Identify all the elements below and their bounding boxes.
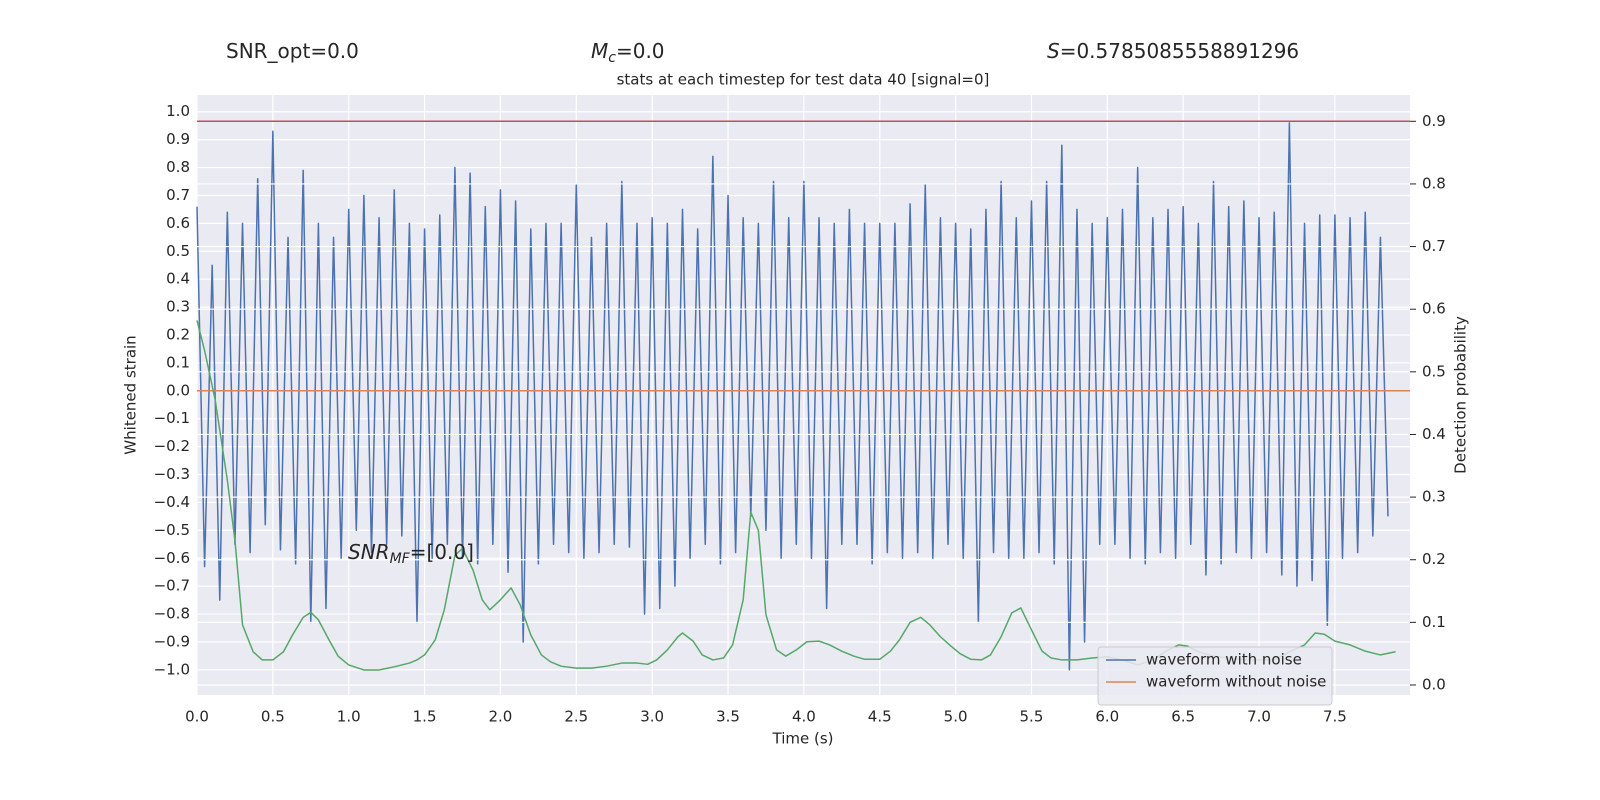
y2-tick-label: 0.7 — [1422, 237, 1446, 255]
y-tick-label: 0.3 — [166, 298, 190, 316]
legend-label: waveform without noise — [1146, 673, 1326, 691]
annotation-base: M — [591, 39, 608, 63]
x-tick-label: 2.5 — [564, 708, 588, 726]
y-tick-label: −0.2 — [154, 437, 190, 455]
y2-tick-label: 0.3 — [1422, 488, 1446, 506]
x-tick-label: 5.5 — [1020, 708, 1044, 726]
legend-box — [1097, 646, 1333, 706]
x-tick-label: 4.0 — [792, 708, 816, 726]
x-tick-label: 1.5 — [413, 708, 437, 726]
y-tick-label: −1.0 — [154, 660, 190, 678]
annotation-sub: MF — [390, 551, 411, 567]
y-tick-label: 0.2 — [166, 326, 190, 344]
y-axis-label: Whitened strain — [122, 335, 140, 454]
y2-tick-label: 0.1 — [1422, 613, 1446, 631]
annotation-suffix: =[0.0] — [410, 540, 474, 564]
y2-tick-label: 0.4 — [1422, 425, 1446, 443]
annotation: S=0.5785085558891296 — [1047, 39, 1299, 63]
x-tick-label: 3.5 — [716, 708, 740, 726]
y-tick-label: −0.7 — [154, 577, 190, 595]
annotation: Mc=0.0 — [591, 39, 665, 67]
y2-tick-label: 0.6 — [1422, 300, 1446, 318]
y-tick-label: −0.1 — [154, 409, 190, 427]
annotation-base: S — [1047, 39, 1060, 63]
y-tick-label: −0.9 — [154, 632, 190, 650]
x-tick-label: 7.5 — [1323, 708, 1347, 726]
chart-title: stats at each timestep for test data 40 … — [617, 71, 990, 89]
y2-axis-label: Detection probability — [1452, 316, 1470, 474]
annotation-suffix: =0.0 — [616, 39, 665, 63]
y2-tick-label: 0.0 — [1422, 675, 1446, 693]
x-tick-label: 3.0 — [640, 708, 664, 726]
x-tick-label: 2.0 — [489, 708, 513, 726]
y-tick-label: 0.7 — [166, 186, 190, 204]
x-tick-label: 4.5 — [868, 708, 892, 726]
x-tick-label: 6.0 — [1095, 708, 1119, 726]
y-tick-label: 0.4 — [166, 270, 190, 288]
y-tick-label: −0.4 — [154, 493, 190, 511]
y-tick-label: 0.8 — [166, 158, 190, 176]
y2-tick-label: 0.9 — [1422, 112, 1446, 130]
y2-tick-label: 0.8 — [1422, 174, 1446, 192]
x-axis-label: Time (s) — [772, 730, 834, 748]
annotation-suffix: =0.5785085558891296 — [1060, 39, 1299, 63]
y-tick-label: 0.6 — [166, 214, 190, 232]
legend-label: waveform with noise — [1146, 651, 1302, 669]
annotation-sub: c — [608, 50, 616, 66]
y-tick-label: 1.0 — [166, 102, 190, 120]
x-tick-label: 1.0 — [337, 708, 361, 726]
y-tick-label: −0.8 — [154, 605, 190, 623]
y2-tick-label: 0.5 — [1422, 362, 1446, 380]
y-tick-label: −0.5 — [154, 521, 190, 539]
annotation-base: SNR_opt=0.0 — [226, 39, 359, 63]
y-tick-label: 0.9 — [166, 130, 190, 148]
x-tick-label: 5.0 — [944, 708, 968, 726]
y2-tick-label: 0.2 — [1422, 550, 1446, 568]
x-tick-label: 0.0 — [185, 708, 209, 726]
series-line — [196, 122, 1389, 671]
x-tick-label: 6.5 — [1171, 708, 1195, 726]
annotation-base: SNR — [348, 540, 390, 564]
y-tick-label: 0.1 — [166, 353, 190, 371]
y-tick-label: −0.3 — [154, 465, 190, 483]
annotation: SNR_opt=0.0 — [226, 39, 359, 63]
annotation: SNRMF=[0.0] — [348, 540, 474, 568]
y-tick-label: 0.0 — [166, 381, 190, 399]
y-tick-label: 0.5 — [166, 242, 190, 260]
y-tick-label: −0.6 — [154, 549, 190, 567]
x-tick-label: 0.5 — [261, 708, 285, 726]
x-tick-label: 7.0 — [1247, 708, 1271, 726]
